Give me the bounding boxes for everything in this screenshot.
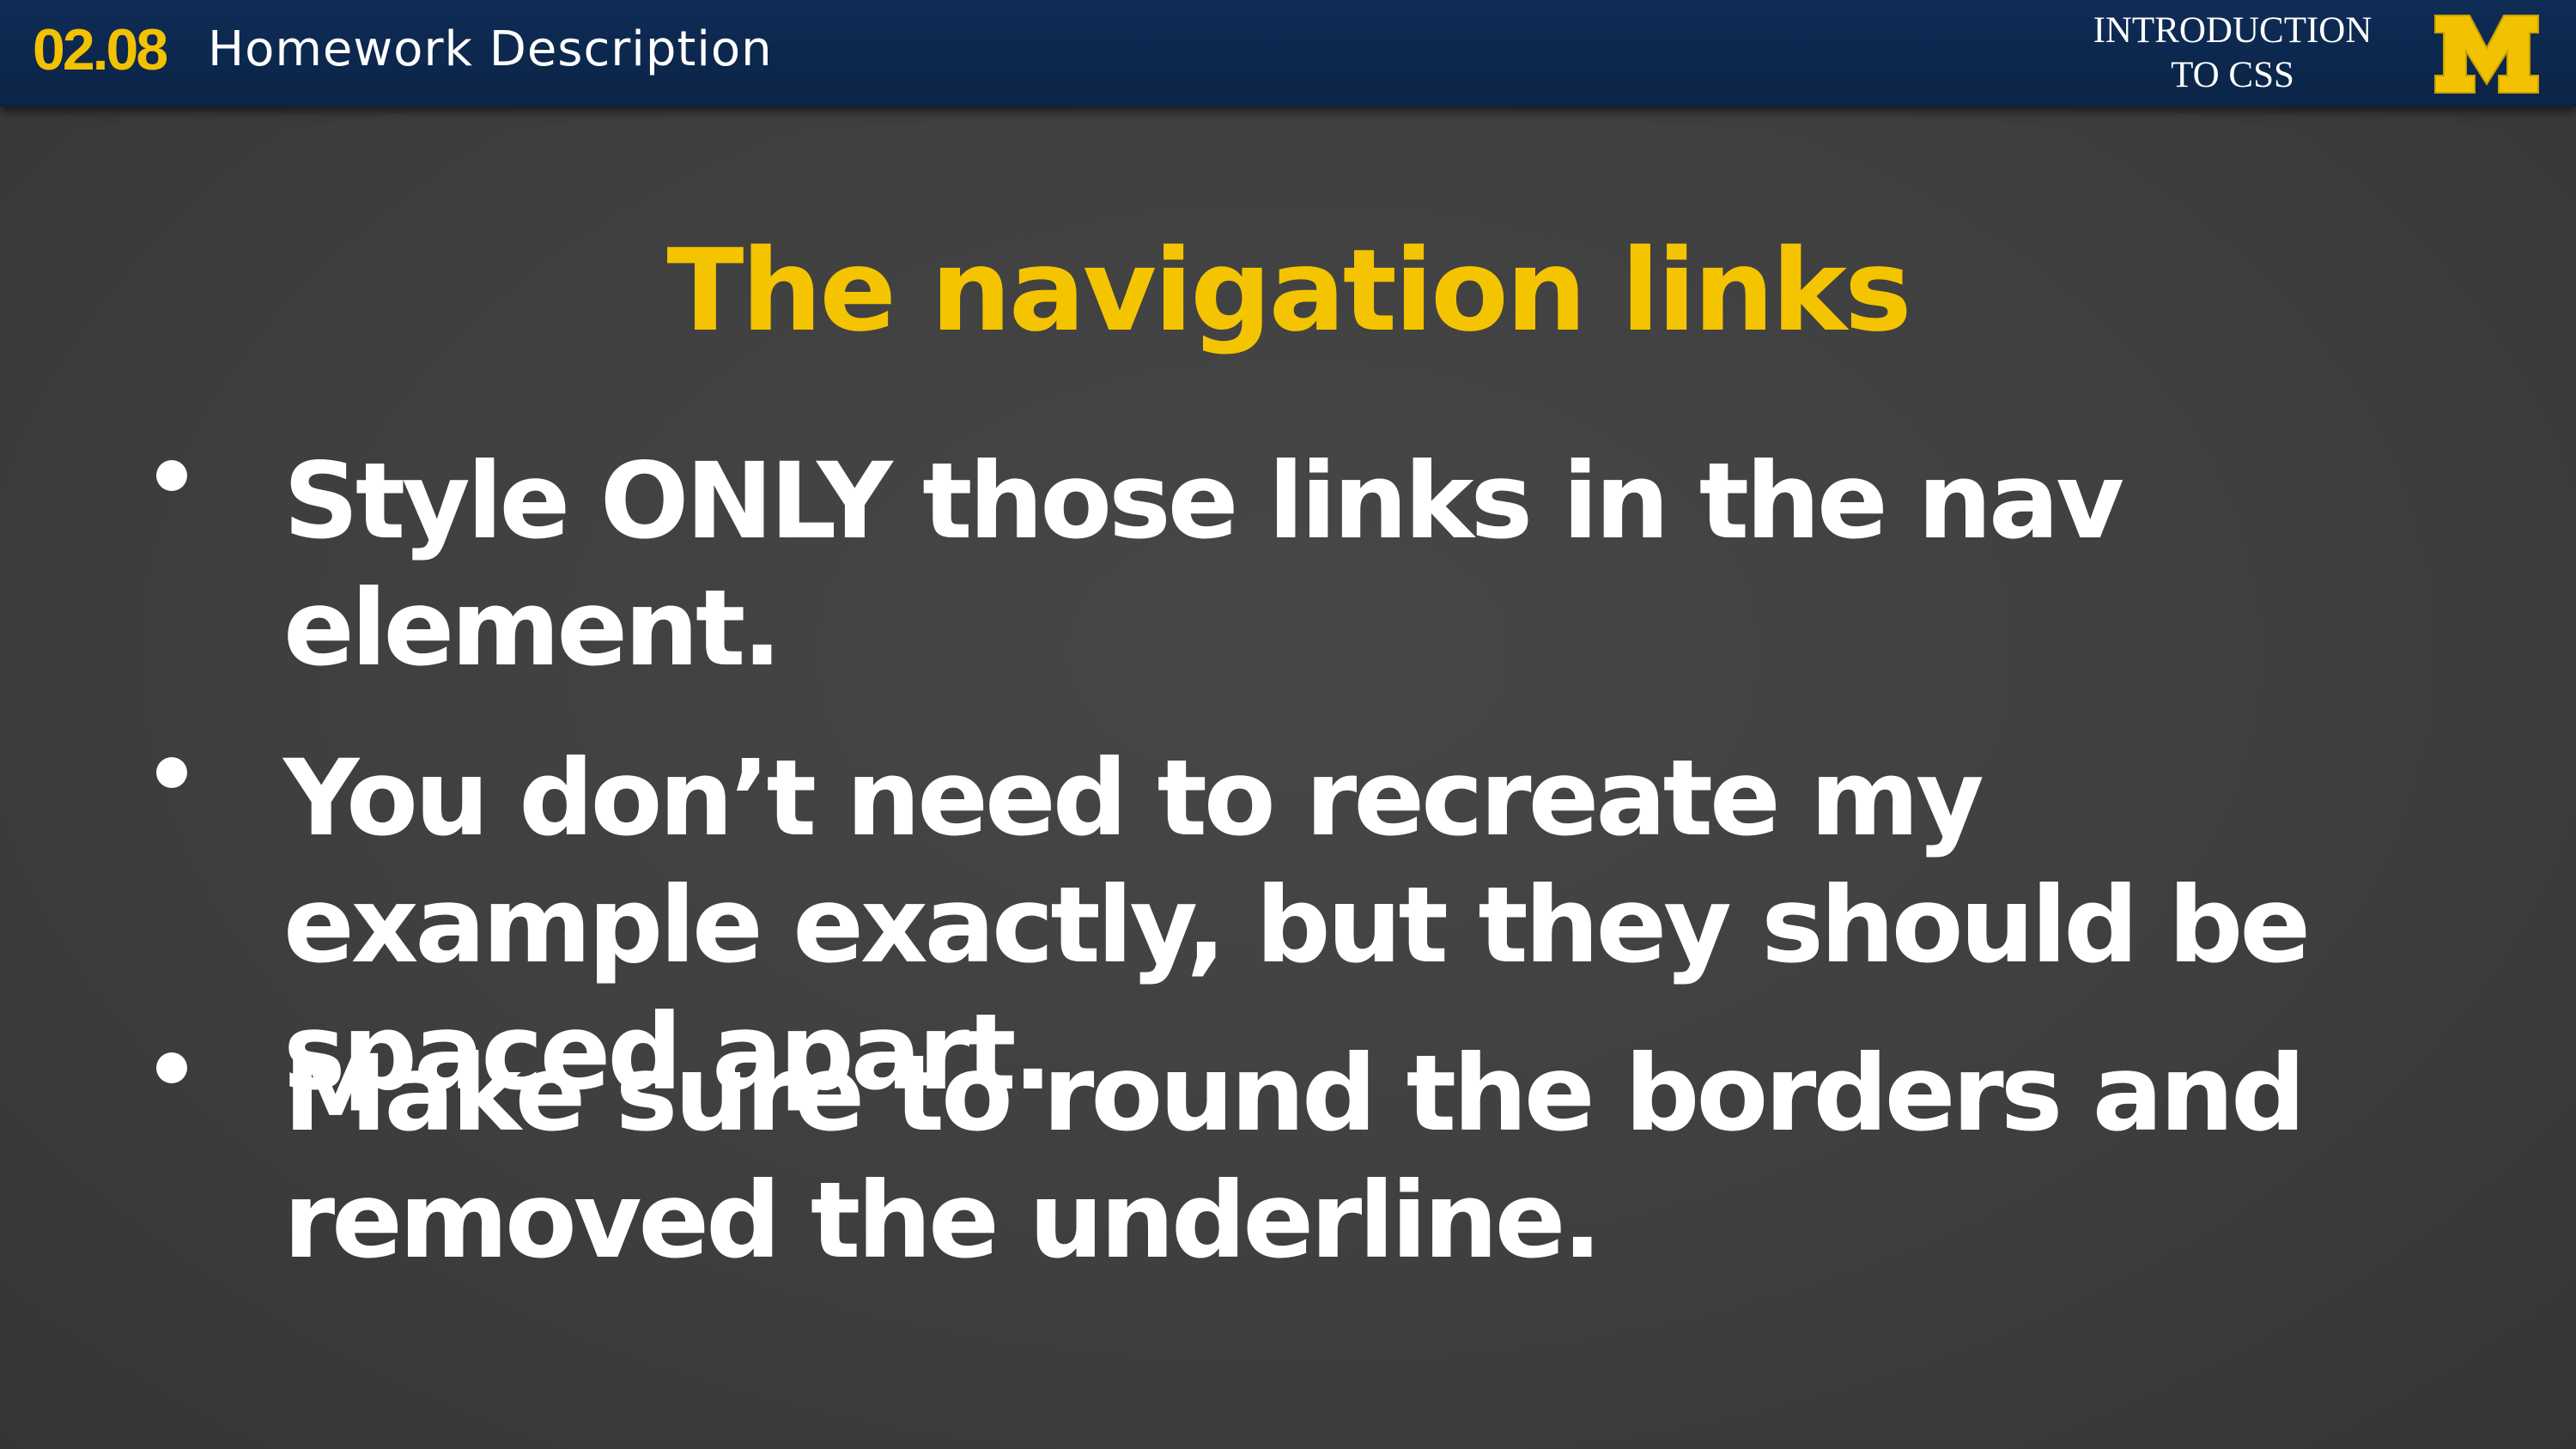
bullet-text: Style ONLY those links in the nav elemen… bbox=[283, 440, 2124, 689]
bullet-dot-icon bbox=[156, 460, 187, 491]
course-name-line2: TO CSS bbox=[2171, 55, 2294, 95]
block-m-logo-icon bbox=[2434, 15, 2539, 94]
bullet-text: You don’t need to recreate my example ex… bbox=[283, 737, 2311, 1113]
lesson-title: Homework Description bbox=[208, 21, 773, 77]
slide-title: The navigation links bbox=[666, 225, 1911, 357]
bullet-dot-icon bbox=[156, 1052, 187, 1083]
course-name-line1: INTRODUCTION bbox=[2093, 10, 2372, 51]
bullet-text: Make sure to round the borders and remov… bbox=[283, 1033, 2306, 1282]
header-bar: 02.08 Homework Description INTRODUCTION … bbox=[0, 0, 2576, 106]
bullet-dot-icon bbox=[156, 757, 187, 788]
course-name: INTRODUCTION TO CSS bbox=[2061, 9, 2404, 98]
lesson-number: 02.08 bbox=[33, 17, 168, 82]
